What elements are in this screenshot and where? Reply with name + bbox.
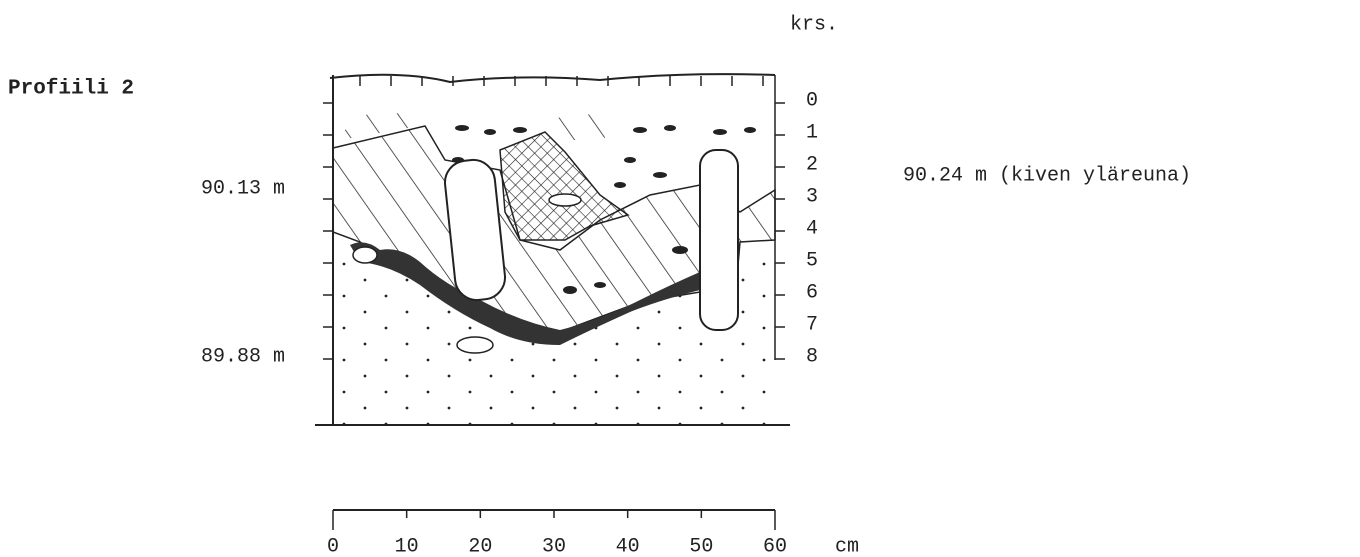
layer-label: 1 <box>806 121 818 144</box>
scale-label: 30 <box>542 535 566 557</box>
scale-label: 20 <box>468 535 492 557</box>
layer-label: 8 <box>806 345 818 368</box>
layer-label: 2 <box>806 153 818 176</box>
scale-label: 0 <box>327 535 339 557</box>
layer-label: 6 <box>806 281 818 304</box>
layer-label: 5 <box>806 249 818 272</box>
layer-label: 3 <box>806 185 818 208</box>
scale-unit: cm <box>835 535 859 557</box>
layer-heading: krs. <box>790 13 838 36</box>
title: Profiili 2 <box>8 78 134 101</box>
stone-note: 90.24 m (kiven yläreuna) <box>903 164 1191 187</box>
elevation-label: 89.88 m <box>201 345 285 368</box>
scale-label: 60 <box>763 535 787 557</box>
layer-label: 0 <box>806 89 818 112</box>
scale-label: 40 <box>616 535 640 557</box>
profile <box>315 73 790 426</box>
layer-label: 7 <box>806 313 818 336</box>
scale-label: 50 <box>689 535 713 557</box>
elevation-label: 90.13 m <box>201 177 285 200</box>
layer-label: 4 <box>806 217 818 240</box>
scale-label: 10 <box>395 535 419 557</box>
